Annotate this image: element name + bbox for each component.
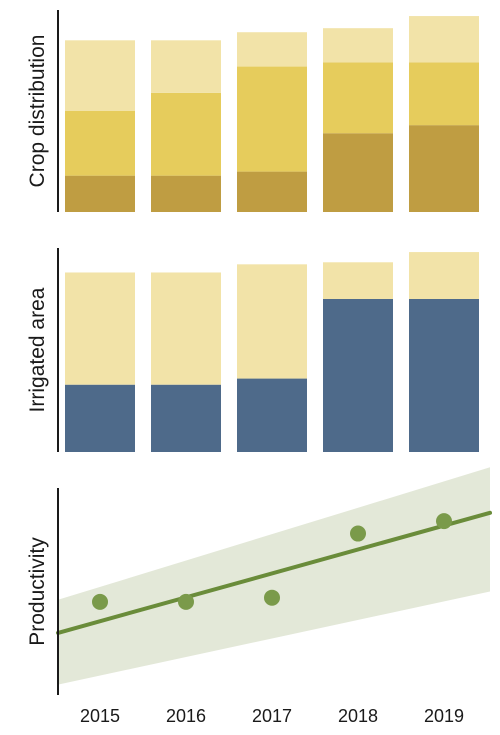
y-axis-label: Irrigated area [26,287,49,412]
bar-segment-2019-2 [409,16,479,63]
y-axis-label: Productivity [26,537,49,646]
bar-segment-2016-1 [151,272,221,385]
bar-segment-2018-0 [323,133,393,212]
data-point-2018 [350,525,366,542]
bar-segment-2019-0 [409,299,479,452]
bar-segment-2017-2 [237,32,307,67]
x-tick-label: 2016 [166,706,206,726]
bar-segment-2015-1 [65,111,135,176]
crop-distribution-panel: Crop distribution [26,10,479,212]
bar-segment-2015-1 [65,272,135,385]
data-point-2017 [264,589,280,606]
bar-segment-2017-1 [237,264,307,379]
regression-line [56,510,492,635]
data-point-2019 [436,513,452,530]
x-tick-label: 2019 [424,706,464,726]
x-tick-label: 2015 [80,706,120,726]
bar-segment-2015-2 [65,40,135,111]
bar-segment-2015-0 [65,175,135,212]
bar-segment-2019-0 [409,125,479,212]
bar-segment-2017-0 [237,171,307,212]
y-axis-label: Crop distribution [26,35,49,188]
bar-segment-2018-0 [323,299,393,452]
irrigated-area-panel: Irrigated area [26,248,479,452]
confidence-band [58,467,490,685]
bar-segment-2018-2 [323,28,393,63]
x-tick-labels: 2015 2016 2017 2018 2019 [80,706,464,726]
x-tick-label: 2018 [338,706,378,726]
x-tick-label: 2017 [252,706,292,726]
data-point-2016 [178,593,194,610]
productivity-panel: Productivity [26,467,492,695]
bar-segment-2016-0 [151,175,221,212]
bar-segment-2016-2 [151,40,221,93]
bar-segment-2015-0 [65,384,135,452]
bar-segment-2017-0 [237,378,307,452]
bar-segment-2017-1 [237,66,307,172]
bar-segment-2016-0 [151,384,221,452]
bar-segment-2018-1 [323,62,393,134]
data-point-2015 [92,593,108,610]
bar-segment-2019-1 [409,62,479,126]
bar-segment-2016-1 [151,92,221,176]
bar-segment-2018-1 [323,262,393,299]
bar-segment-2019-1 [409,252,479,299]
